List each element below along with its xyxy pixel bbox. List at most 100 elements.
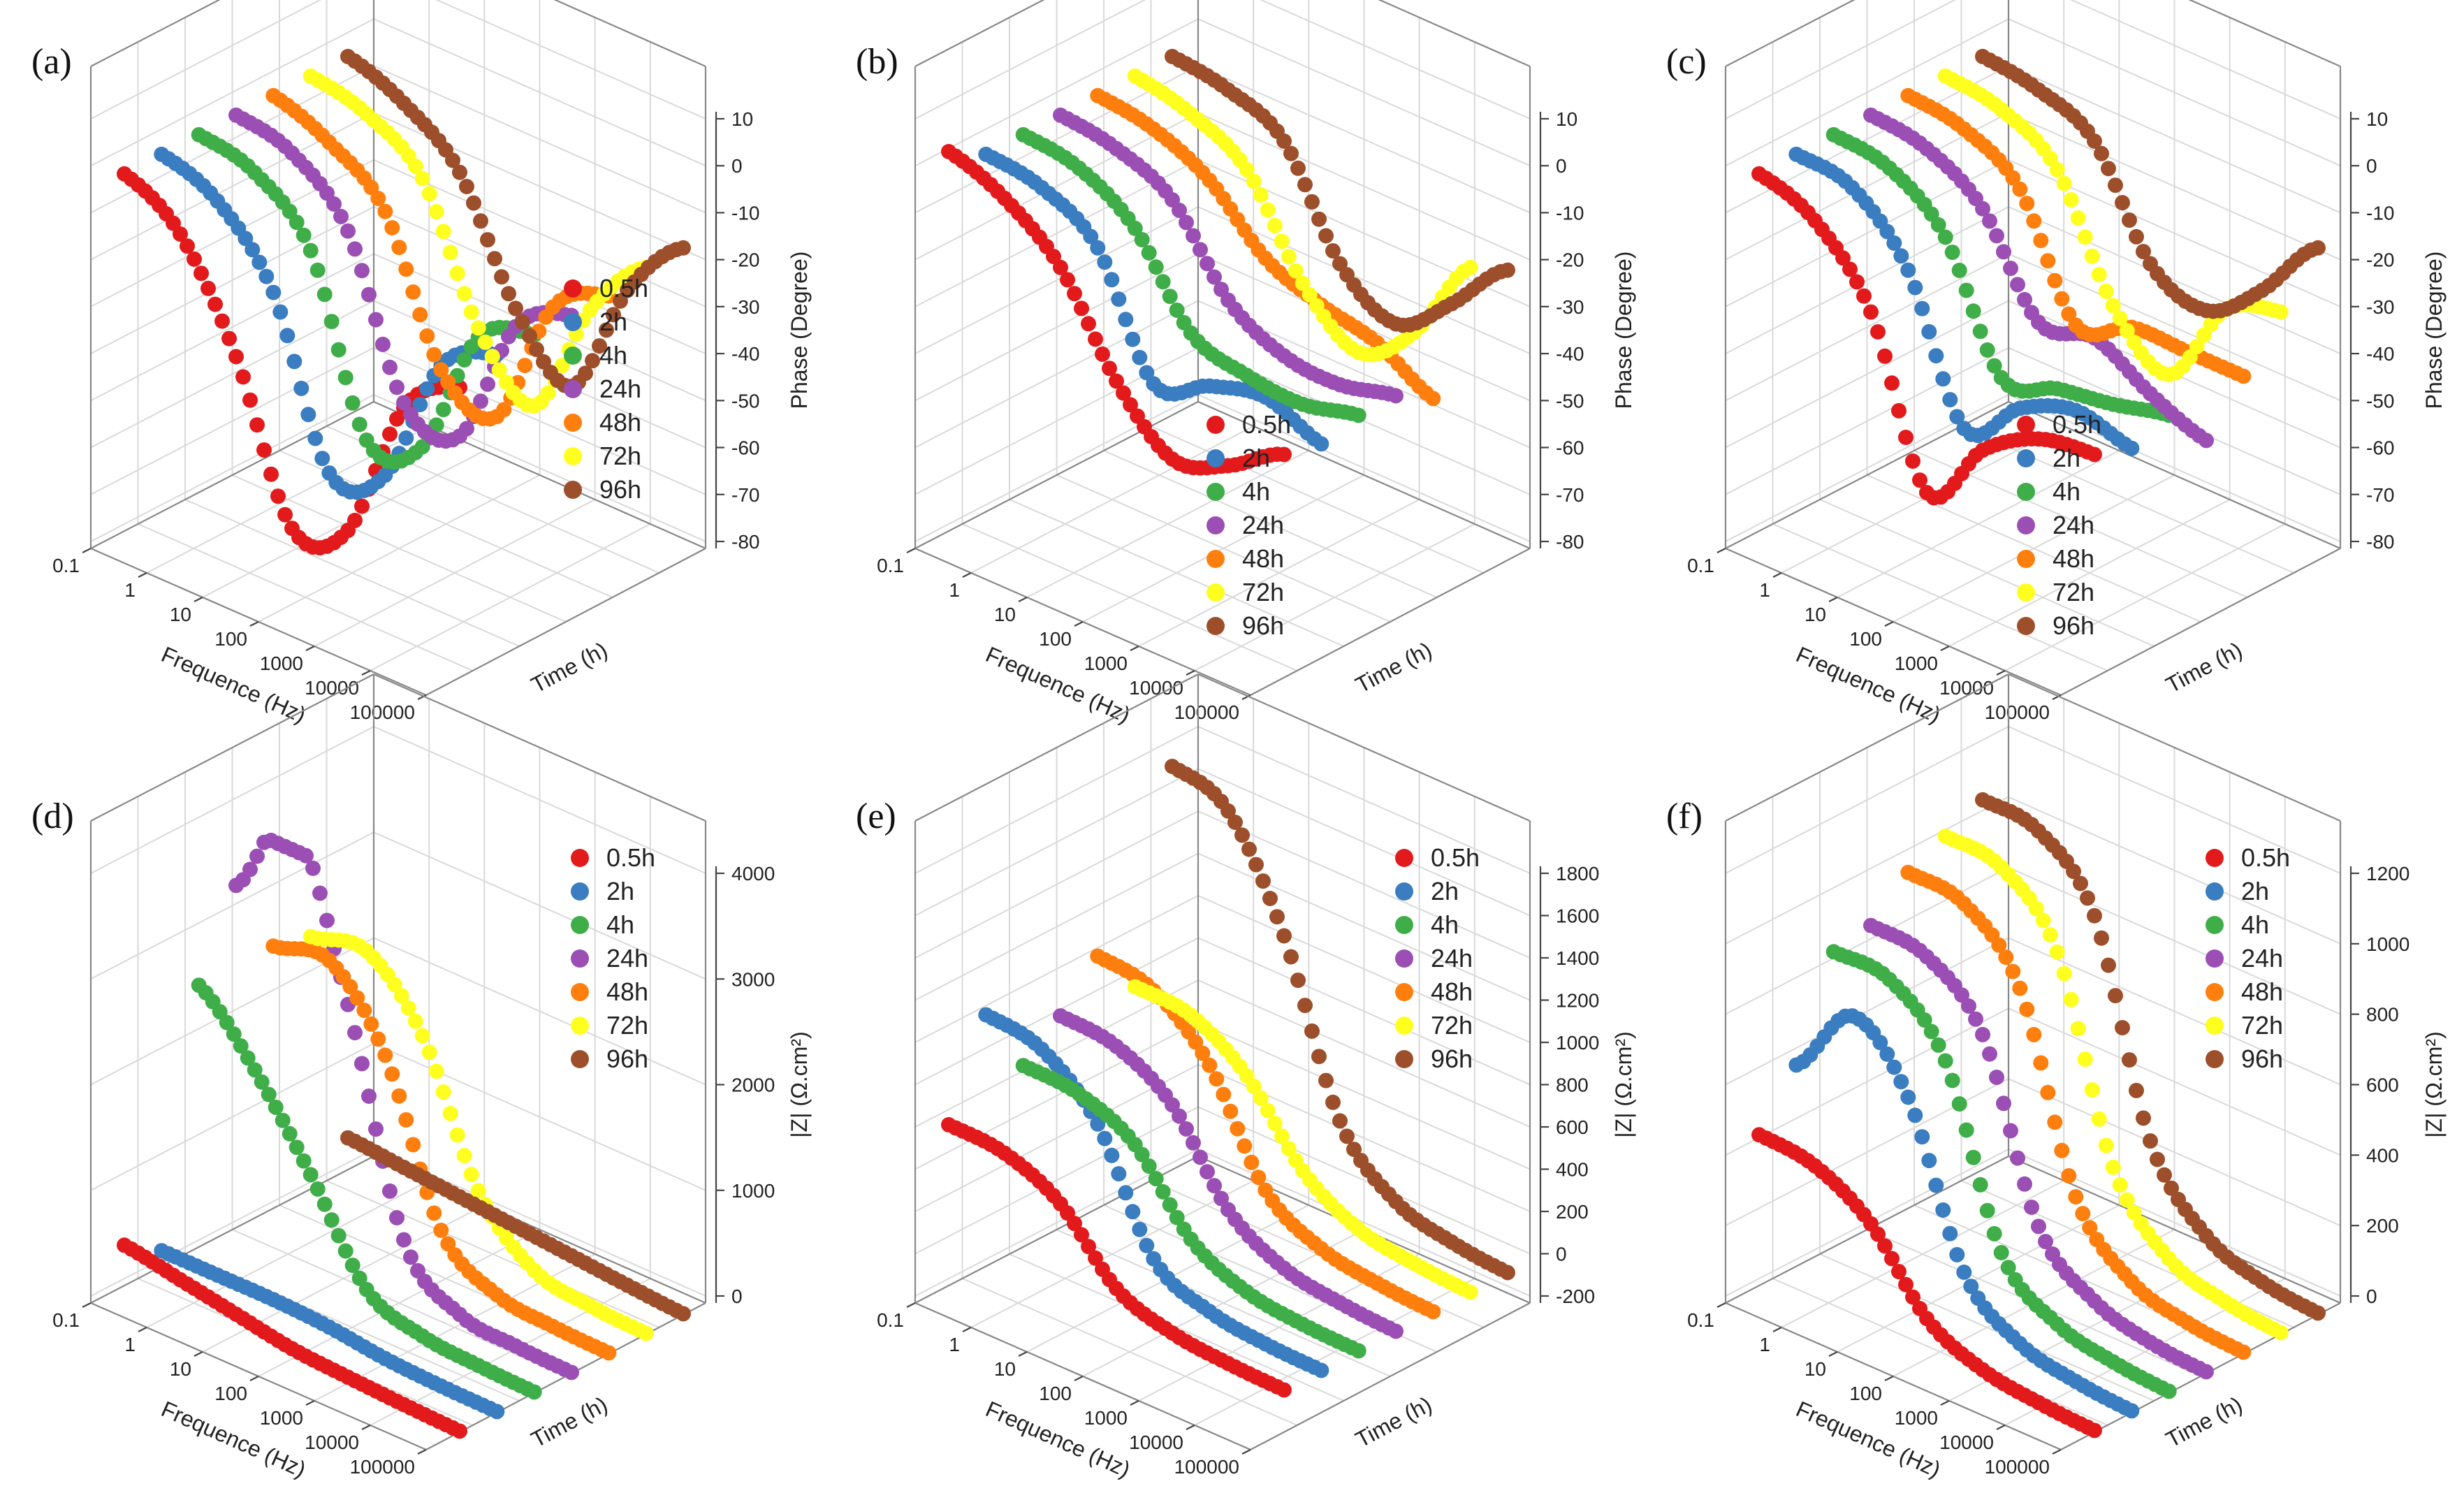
data-point — [2056, 966, 2072, 982]
data-point — [370, 1031, 386, 1047]
data-point — [1260, 202, 1276, 218]
data-point — [2028, 901, 2044, 917]
z-tick-label: 10 — [2366, 108, 2388, 130]
legend-label: 72h — [2241, 1011, 2283, 1040]
data-point — [1937, 1053, 1953, 1069]
box-edge — [2008, 400, 2341, 550]
wall-gridline — [90, 18, 374, 167]
data-point — [2047, 1114, 2063, 1130]
z-tick-label: 0 — [2366, 155, 2377, 177]
data-point — [1276, 928, 1292, 944]
legend-label: 48h — [599, 408, 641, 437]
data-point — [1067, 286, 1082, 302]
legend-marker — [1207, 449, 1225, 467]
legend: 0.5h 2h 4h 24h 48h 72h 96h — [2017, 410, 2101, 640]
legend-label: 48h — [1431, 977, 1473, 1006]
x-tick-label: 100 — [1039, 628, 1072, 650]
legend-label: 48h — [2053, 544, 2094, 573]
legend-label: 24h — [1431, 944, 1473, 973]
data-point — [242, 392, 258, 408]
z-tick-label: -80 — [1556, 531, 1584, 553]
x-tick-label: 0.1 — [877, 1309, 904, 1331]
wall-gridline — [914, 1064, 1199, 1212]
data-point — [1961, 998, 1976, 1014]
data-point — [452, 1423, 467, 1439]
box-edge — [373, 673, 706, 822]
x-tick-label: 1000 — [260, 653, 303, 674]
legend-label: 96h — [2241, 1044, 2283, 1073]
data-point — [2010, 1150, 2025, 1166]
z-axis-title: |Z| (Ω.cm²) — [787, 1031, 812, 1138]
z-tick-label: 4000 — [731, 863, 775, 884]
legend-marker — [1395, 1050, 1413, 1068]
data-point — [1267, 1115, 1283, 1131]
data-point — [564, 1364, 579, 1381]
data-point — [389, 379, 404, 395]
data-point — [2066, 864, 2081, 880]
data-point — [2119, 1192, 2135, 1208]
box-edge — [90, 0, 221, 67]
wall-gridline — [1260, 0, 1531, 119]
legend-label: 4h — [1431, 910, 1459, 939]
wall-gridline — [373, 65, 706, 214]
data-point — [2063, 991, 2079, 1007]
legend-label: 0.5h — [606, 843, 655, 872]
legend-marker — [2206, 882, 2224, 901]
wall-gridline — [373, 300, 706, 449]
data-point — [263, 466, 279, 482]
wall-gridline — [1197, 65, 1531, 214]
data-point — [1877, 348, 1893, 364]
data-point — [2026, 213, 2042, 229]
data-point — [2003, 261, 2018, 277]
data-point — [1223, 1103, 1239, 1119]
x-tick — [417, 1449, 427, 1455]
data-point — [1123, 397, 1138, 413]
data-point — [245, 242, 261, 258]
data-point — [2199, 1364, 2214, 1380]
legend-marker — [571, 882, 589, 901]
data-point — [435, 224, 451, 240]
z-tick-label: -40 — [731, 343, 759, 365]
wall-gridline — [90, 1149, 374, 1297]
box-edge — [1197, 673, 1531, 822]
data-point — [1239, 161, 1255, 177]
data-point — [522, 328, 537, 344]
x-tick — [906, 548, 916, 553]
data-point — [333, 208, 349, 224]
x-tick-label: 1000 — [1895, 653, 1938, 674]
data-point — [508, 300, 523, 316]
x-tick — [1241, 694, 1251, 700]
data-point — [2101, 161, 2116, 177]
data-point — [1202, 1057, 1218, 1073]
data-point — [289, 214, 305, 231]
data-point — [1179, 1121, 1194, 1137]
data-point — [405, 1137, 421, 1153]
series-4h — [1825, 944, 2177, 1399]
x-tick — [1772, 1327, 1782, 1332]
data-point — [1304, 1023, 1320, 1039]
x-tick — [1130, 1400, 1139, 1406]
wall-gridline — [1725, 300, 2009, 449]
data-point — [1237, 1138, 1253, 1154]
box-edge — [2060, 548, 2341, 696]
data-point — [487, 251, 502, 267]
data-point — [398, 1112, 414, 1128]
series-96h — [1975, 48, 2326, 319]
data-point — [256, 442, 272, 458]
data-point — [1907, 279, 1923, 296]
legend-label: 24h — [2053, 511, 2094, 539]
data-point — [261, 1086, 277, 1102]
legend-marker — [2017, 617, 2035, 635]
x-tick-label: 1 — [949, 1334, 960, 1355]
x-tick — [1018, 597, 1028, 602]
data-point — [463, 304, 479, 320]
data-point — [1944, 1072, 1960, 1088]
data-point — [676, 1306, 691, 1322]
data-point — [1267, 217, 1283, 233]
data-point — [233, 1038, 249, 1054]
legend-label: 72h — [606, 1011, 648, 1040]
x-tick-label: 1 — [1759, 579, 1770, 601]
data-point — [1891, 402, 1907, 418]
wall-gridline — [90, 253, 374, 402]
series-2h — [1788, 1008, 2140, 1419]
